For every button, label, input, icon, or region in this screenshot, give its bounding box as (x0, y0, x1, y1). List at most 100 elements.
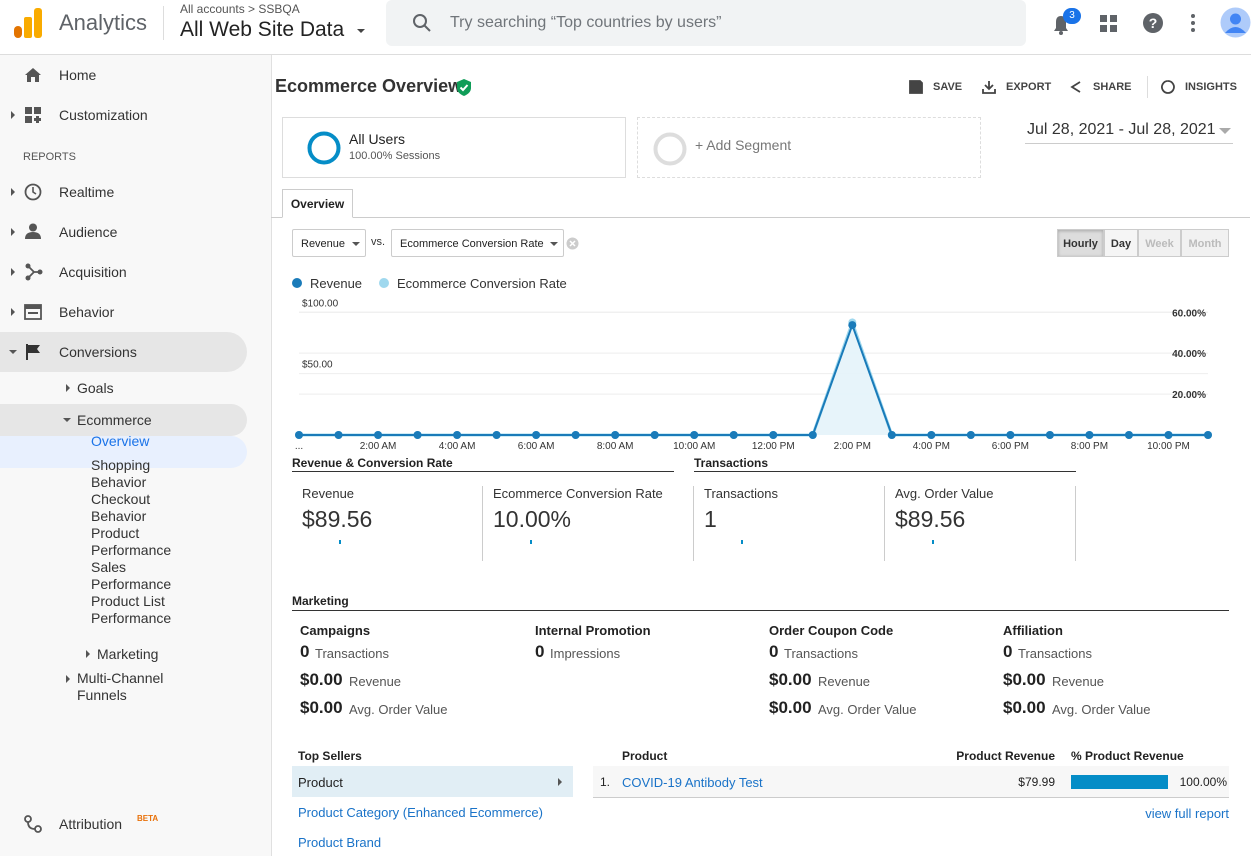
action-button[interactable]: INSIGHTS (1185, 81, 1237, 93)
x-tick-label: 12:00 PM (752, 441, 795, 452)
collapse-arrow (9, 350, 17, 354)
nav-item[interactable]: Checkout Behavior (91, 491, 151, 524)
area (299, 322, 1208, 435)
granularity-button[interactable]: Month (1181, 229, 1229, 257)
product-revenue: $79.99 (1018, 775, 1055, 789)
behavior-icon (24, 304, 42, 320)
tab[interactable]: Overview (282, 189, 353, 218)
nav-item[interactable]: Sales Performance (91, 559, 172, 592)
nav-item[interactable]: Marketing (97, 646, 159, 662)
option-arrow (558, 778, 562, 786)
metric-divider (693, 486, 694, 561)
sparkline (530, 540, 532, 544)
column-title: Campaigns (300, 623, 371, 638)
clear-icon[interactable] (566, 237, 579, 250)
action-button[interactable]: SHARE (1093, 81, 1132, 93)
action-icon (1161, 80, 1175, 94)
conversions-icon (26, 344, 40, 360)
metric-caption: Avg. Order Value (818, 702, 917, 717)
metric-divider (482, 486, 483, 561)
y2-tick-label: 60.00% (1172, 308, 1206, 319)
segment-card[interactable]: All Users 100.00% Sessions (282, 117, 626, 178)
nav-item[interactable]: Behavior (59, 304, 115, 320)
nav-item[interactable]: Audience (59, 224, 118, 240)
seller-option[interactable]: Product Brand (298, 835, 382, 850)
data-point (966, 431, 975, 439)
metric-number: $0.00 (1003, 670, 1046, 689)
nav-item[interactable]: Product List Performance (91, 593, 172, 626)
collapse-arrow (63, 418, 71, 422)
expand-arrow (66, 384, 70, 392)
nav-highlight (0, 332, 247, 372)
breadcrumb[interactable]: All accounts > SSBQA (180, 2, 300, 16)
y2-tick-label: 20.00% (1172, 390, 1206, 401)
segment-circle (653, 132, 687, 166)
search-icon (413, 14, 431, 32)
nav-item[interactable]: Shopping Behavior (91, 457, 151, 490)
metric-number: $0.00 (769, 670, 812, 689)
x-tick-label: 4:00 PM (913, 441, 950, 452)
add-segment[interactable]: + Add Segment (637, 117, 981, 178)
section-title: Marketing (292, 594, 349, 608)
nav-item[interactable]: Home (59, 67, 97, 83)
apps-icon[interactable] (1100, 15, 1118, 33)
nav-item[interactable]: Overview (91, 433, 150, 449)
data-point (769, 431, 778, 439)
nav-item[interactable]: Ecommerce (77, 412, 152, 428)
help-icon[interactable]: ? (1142, 12, 1164, 34)
metric-caption: Avg. Order Value (349, 702, 448, 717)
view-full-report[interactable]: view full report (1145, 806, 1229, 821)
data-point (295, 431, 303, 439)
expand-arrow (11, 228, 15, 236)
metric-label: Ecommerce Conversion Rate (400, 238, 544, 250)
search-box[interactable]: Try searching “Top countries by users” (386, 0, 1026, 46)
acquisition-icon (25, 263, 43, 281)
segment-circle (307, 131, 341, 165)
product-link[interactable]: COVID-19 Antibody Test (622, 775, 763, 790)
sparkline (932, 540, 934, 544)
date-range: Jul 28, 2021 - Jul 28, 2021 (1027, 121, 1216, 138)
nav-item[interactable]: Customization (59, 107, 148, 123)
data-point (690, 431, 699, 439)
expand-arrow (11, 308, 15, 316)
metric-select[interactable]: Revenue (292, 229, 366, 257)
nav-item[interactable]: Product Performance (91, 525, 172, 558)
data-point (729, 431, 738, 439)
beta-badge: BETA (137, 814, 159, 823)
vs-label: vs. (371, 236, 386, 248)
nav-item[interactable]: Conversions (59, 344, 137, 360)
x-tick-label: 8:00 PM (1071, 441, 1108, 452)
metric-caption: Revenue (1052, 674, 1105, 689)
granularity-button[interactable]: Hourly (1057, 229, 1104, 257)
section-label: REPORTS (23, 151, 76, 163)
expand-arrow (11, 268, 15, 276)
date-picker[interactable]: Jul 28, 2021 - Jul 28, 2021 (1025, 119, 1233, 144)
granularity-button[interactable]: Week (1138, 229, 1181, 257)
dropdown-arrow (1219, 128, 1231, 134)
group-rule (694, 471, 1076, 472)
metric-number: 0 (535, 642, 545, 661)
nav-item[interactable]: Attribution (59, 816, 123, 832)
nav-selected (0, 436, 247, 468)
data-point (650, 431, 659, 439)
action-button[interactable]: EXPORT (1006, 81, 1052, 93)
top-bar: Analytics All accounts > SSBQA All Web S… (0, 0, 1251, 55)
nav-item[interactable]: Acquisition (59, 264, 127, 280)
x-tick-label: 10:00 PM (1147, 441, 1190, 452)
nav-item[interactable]: Goals (77, 380, 114, 396)
granularity-button[interactable]: Day (1104, 229, 1138, 257)
metric-select[interactable]: Ecommerce Conversion Rate (391, 229, 564, 257)
seller-option[interactable]: Product Category (Enhanced Ecommerce) (298, 805, 543, 820)
property-selector[interactable]: All Web Site Data (180, 18, 345, 41)
nav-item[interactable]: Realtime (59, 184, 115, 200)
realtime-icon (24, 183, 42, 201)
avatar[interactable] (1220, 7, 1251, 38)
metric-value: $89.56 (895, 506, 966, 532)
action-button[interactable]: SAVE (933, 81, 963, 93)
seller-option[interactable]: Product (298, 775, 343, 790)
segment-detail: 100.00% Sessions (349, 150, 441, 162)
data-point (611, 431, 620, 439)
metric-number: $0.00 (1003, 698, 1046, 717)
more-icon[interactable] (1189, 13, 1197, 33)
nav-item[interactable]: Multi-Channel Funnels (77, 670, 164, 703)
